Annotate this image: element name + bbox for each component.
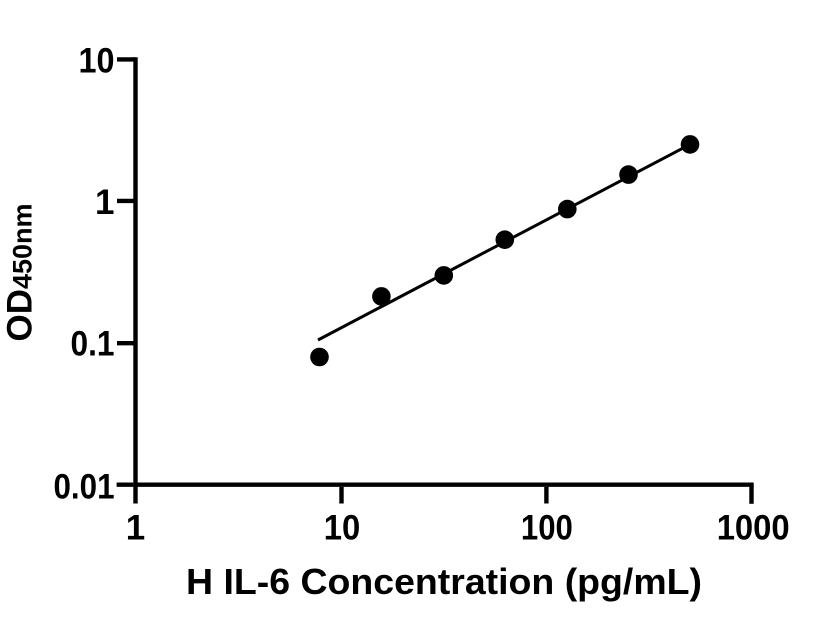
svg-text:10: 10 bbox=[324, 509, 361, 548]
svg-text:OD450nm: OD450nm bbox=[1, 203, 40, 341]
svg-text:H IL-6 Concentration (pg/mL): H IL-6 Concentration (pg/mL) bbox=[186, 561, 702, 602]
svg-text:0.1: 0.1 bbox=[71, 325, 115, 364]
svg-text:0.01: 0.01 bbox=[54, 467, 115, 506]
svg-text:1: 1 bbox=[95, 183, 114, 222]
svg-text:1000: 1000 bbox=[717, 509, 790, 548]
svg-text:100: 100 bbox=[521, 509, 573, 548]
svg-text:1: 1 bbox=[126, 509, 145, 548]
svg-text:10: 10 bbox=[79, 42, 115, 81]
